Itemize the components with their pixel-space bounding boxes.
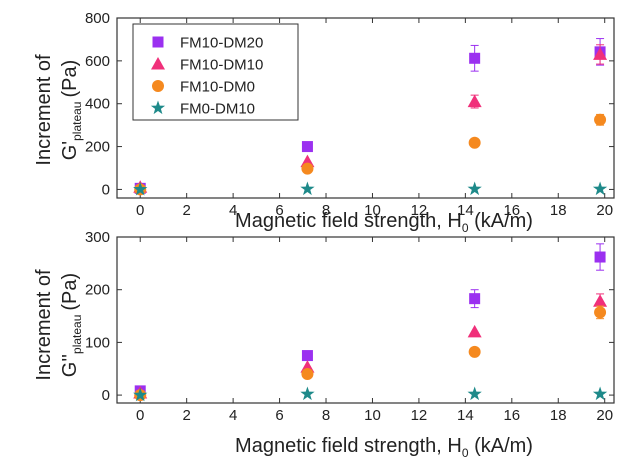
data-point [467, 94, 482, 108]
y-axis-title-line1: Increment of [33, 54, 55, 166]
legend-items: FM10-DM20 FM10-DM10 FM10-DM0 FM0-DM10 [150, 35, 263, 118]
y-tick-label: 800 [85, 10, 110, 27]
legend-marker [150, 100, 166, 115]
data-point [133, 387, 148, 402]
data-point [593, 294, 608, 307]
legend-label: FM10-DM20 [180, 35, 263, 52]
y-axis-title-line2: G'plateau (Pa) [59, 60, 84, 161]
x-tick-label: 12 [411, 407, 428, 424]
legend-label: FM10-DM0 [180, 79, 255, 96]
series-fm10-dm0 [134, 305, 607, 402]
legend-marker [151, 57, 165, 70]
x-tick-label: 4 [229, 407, 237, 424]
y-axis-subscript: plateau [70, 102, 84, 141]
x-tick-label: 10 [364, 202, 381, 219]
x-tick-label: 0 [136, 202, 144, 219]
series-fm10-dm0 [134, 113, 607, 196]
y-tick-label: 300 [85, 229, 110, 246]
x-axis-title-main: Magnetic field strength, H [235, 210, 462, 232]
x-tick-label: 8 [322, 202, 330, 219]
data-point [469, 52, 481, 64]
x-axis-title: Magnetic field strength, H0 (kA/m) [235, 210, 533, 235]
data-point [300, 181, 315, 196]
x-tick-label: 4 [229, 202, 237, 219]
x-axis-title-subscript: 0 [462, 221, 469, 235]
legend-marker [152, 36, 164, 48]
x-axis-title-subscript: 0 [462, 446, 469, 460]
data-point [301, 141, 313, 153]
data-point [469, 293, 481, 305]
data-point [594, 251, 606, 263]
x-tick-label: 10 [364, 407, 381, 424]
y-axis-subscript: plateau [70, 315, 84, 354]
legend-label: FM0-DM10 [180, 101, 255, 118]
y-tick-label: 0 [102, 181, 110, 198]
series-fm0-dm10 [133, 386, 608, 402]
series-fm10-dm10 [133, 293, 608, 399]
y-axis-unit: (Pa) [59, 60, 81, 98]
y-axis-symbol: G' [59, 141, 81, 160]
bottom-panel-gdoubleprime: Increment of G''plateau (Pa) Magnetic fie… [33, 229, 615, 460]
data-point [301, 350, 313, 362]
legend: FM10-DM20 FM10-DM10 FM10-DM0 FM0-DM10 [132, 23, 299, 121]
data-point [593, 47, 608, 60]
y-axis-unit: (Pa) [59, 273, 81, 311]
x-tick-label: 6 [275, 202, 283, 219]
data-point [592, 181, 608, 196]
data-point [468, 345, 481, 358]
y-tick-label: 0 [102, 387, 110, 404]
y-tick-label: 100 [85, 334, 110, 351]
data-point [301, 162, 314, 175]
x-tick-label: 12 [411, 202, 428, 219]
plot-frame [116, 17, 615, 199]
y-axis-title-line1: Increment of [33, 269, 55, 381]
legend-label: FM10-DM10 [180, 57, 263, 74]
y-tick-label: 200 [85, 139, 110, 156]
y-tick-label: 400 [85, 96, 110, 113]
y-axis-title-line2: G''plateau (Pa) [59, 273, 84, 377]
x-tick-label: 14 [457, 202, 474, 219]
y-axis-title: Increment of G'plateau (Pa) [33, 54, 84, 166]
data-point [300, 386, 315, 401]
x-axis-title-unit: (kA/m) [469, 210, 533, 232]
data-point [594, 306, 607, 319]
x-tick-label: 2 [183, 202, 191, 219]
x-tick-label: 8 [322, 407, 330, 424]
series-fm0-dm10 [133, 181, 608, 196]
x-axis-title-unit: (kA/m) [469, 435, 533, 457]
data-point [592, 386, 608, 401]
x-tick-label: 16 [503, 407, 520, 424]
plot-frame [116, 236, 615, 404]
data-point [467, 386, 482, 401]
x-tick-label: 2 [183, 407, 191, 424]
y-tick-label: 200 [85, 282, 110, 299]
top-panel-gprime: Increment of G'plateau (Pa) Magnetic fiel… [33, 10, 615, 235]
x-tick-label: 16 [503, 202, 520, 219]
y-tick-label: 600 [85, 53, 110, 70]
x-tick-label: 6 [275, 407, 283, 424]
x-tick-label: 18 [550, 407, 567, 424]
x-tick-label: 14 [457, 407, 474, 424]
data-point [301, 368, 314, 381]
x-tick-label: 20 [596, 202, 613, 219]
legend-marker [152, 80, 164, 92]
x-tick-label: 0 [136, 407, 144, 424]
series-fm10-dm20 [134, 243, 606, 397]
x-tick-label: 20 [596, 407, 613, 424]
data-point [467, 324, 482, 338]
y-axis-title: Increment of G''plateau (Pa) [33, 269, 84, 381]
x-tick-label: 18 [550, 202, 567, 219]
data-point [133, 181, 148, 196]
data-point [467, 181, 482, 196]
y-axis-symbol: G'' [59, 354, 81, 377]
x-axis-title-main: Magnetic field strength, H [235, 435, 462, 457]
data-point [594, 113, 607, 126]
x-axis-title: Magnetic field strength, H0 (kA/m) [235, 435, 533, 460]
data-point [468, 136, 481, 149]
